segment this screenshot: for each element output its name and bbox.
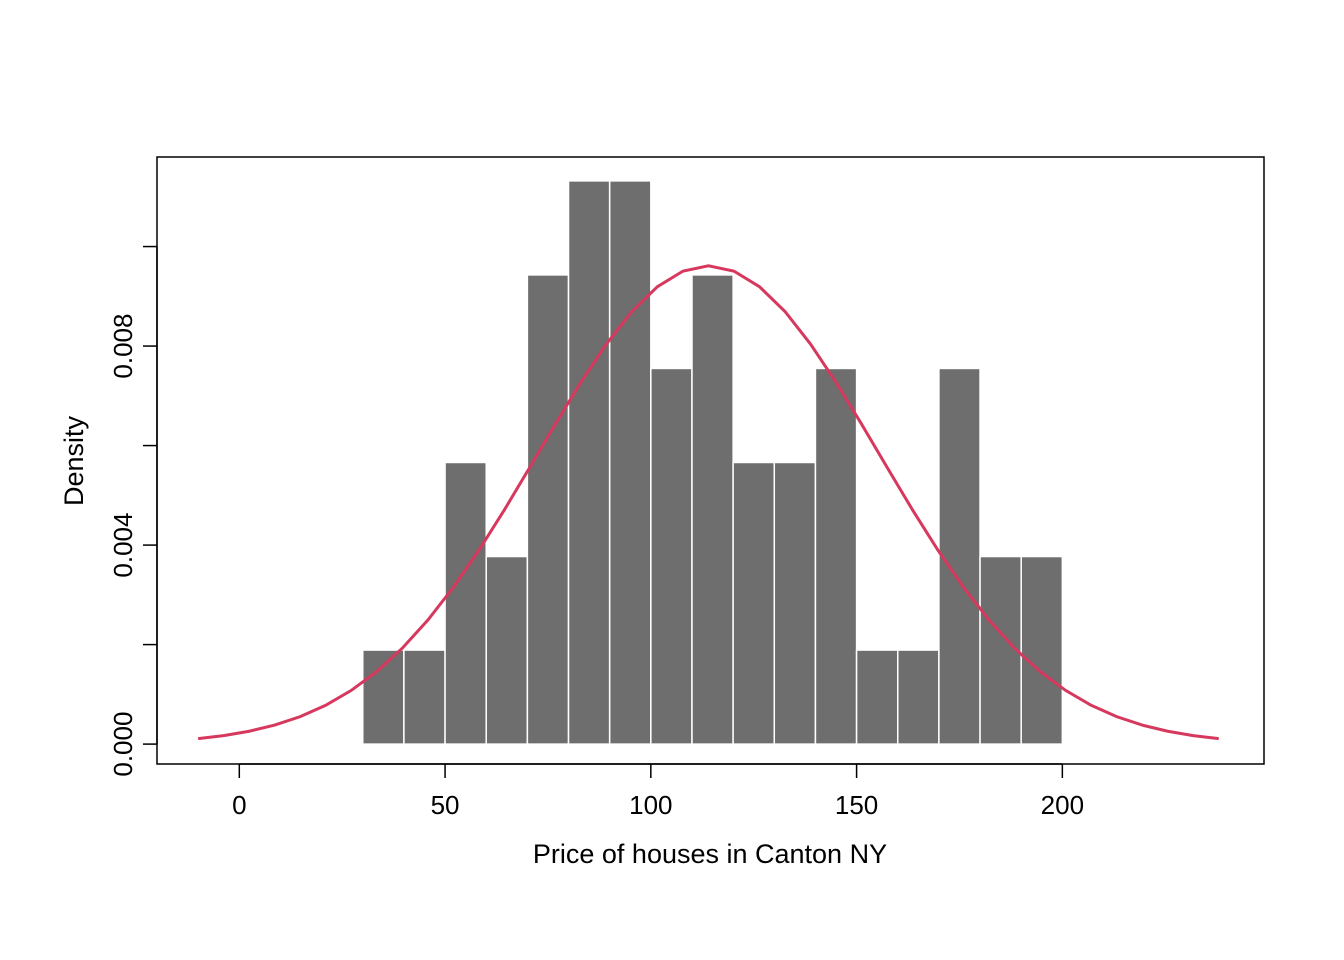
histogram-bar	[650, 367, 693, 745]
x-tick-label: 0	[232, 790, 246, 820]
histogram-bar	[526, 274, 570, 745]
normal-density-curve	[197, 264, 1219, 741]
histogram-bar	[608, 180, 652, 745]
histogram-bars	[362, 180, 1064, 745]
histogram-bar	[938, 367, 981, 745]
histogram-bar	[896, 649, 940, 745]
x-axis-label: Price of houses in Canton NY	[533, 839, 887, 869]
histogram-bar	[732, 461, 776, 745]
y-axis-label: Density	[59, 415, 89, 506]
histogram-bar	[485, 555, 529, 745]
histogram-bar	[567, 180, 611, 745]
histogram-bar	[444, 461, 487, 745]
histogram-bar	[1020, 555, 1064, 745]
histogram-bar	[403, 649, 446, 745]
y-tick-label: 0.008	[108, 314, 138, 379]
x-tick-label: 50	[431, 790, 460, 820]
histogram-bar	[773, 461, 817, 745]
x-axis: 0 50 100 150 200	[232, 763, 1084, 820]
histogram-bar	[691, 274, 734, 745]
histogram-bar	[855, 649, 899, 745]
x-tick-label: 100	[629, 790, 672, 820]
x-tick-label: 200	[1041, 790, 1084, 820]
histogram-bar	[814, 367, 858, 745]
histogram-bar	[979, 555, 1022, 745]
y-tick-label: 0.000	[108, 712, 138, 777]
y-axis: 0.000 0.004 0.008	[108, 245, 158, 777]
x-tick-label: 150	[835, 790, 878, 820]
y-tick-label: 0.004	[108, 513, 138, 578]
